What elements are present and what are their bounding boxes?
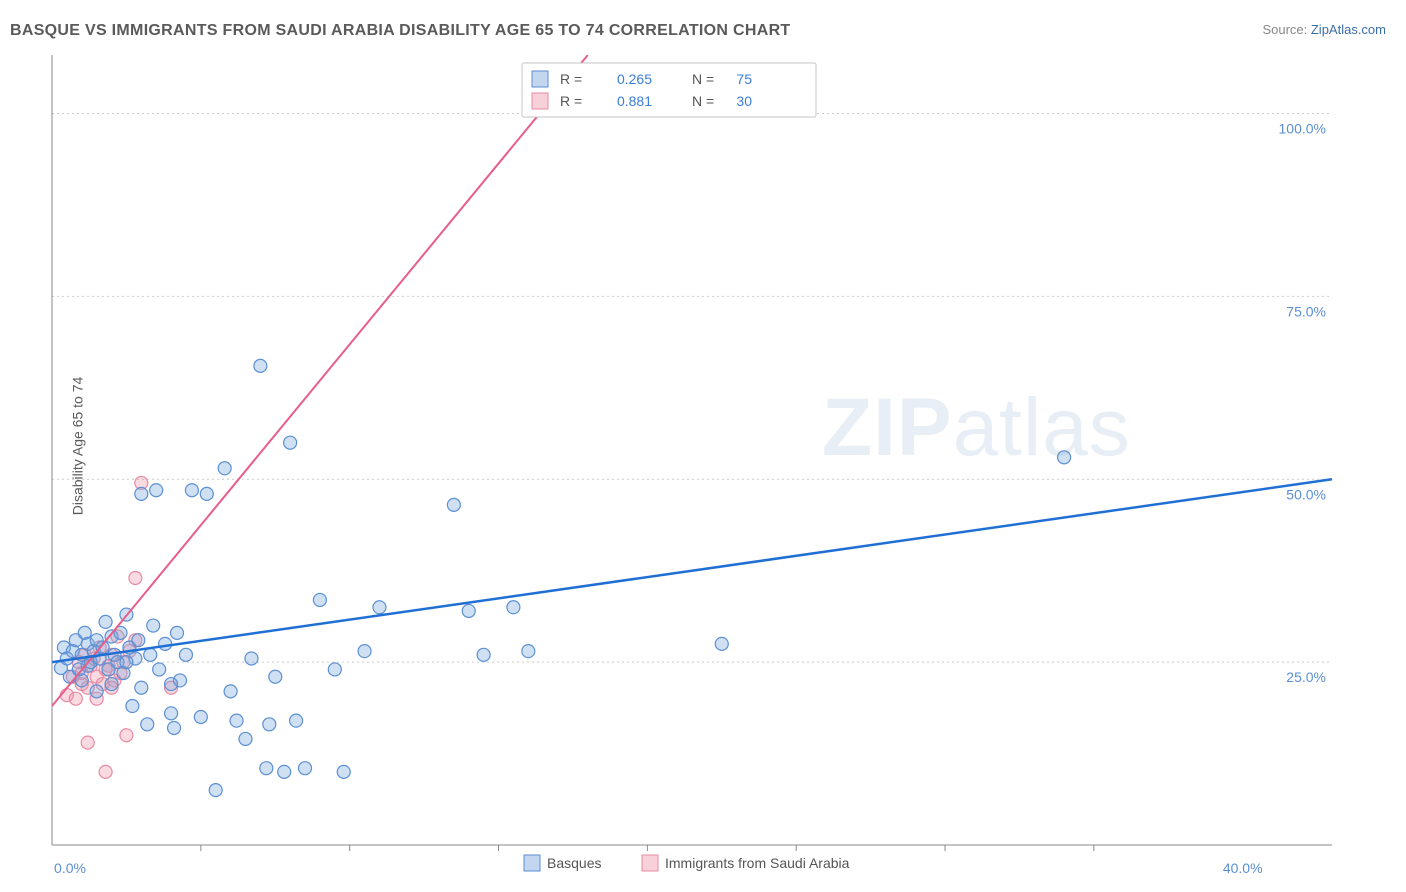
source-attribution: Source: ZipAtlas.com	[1262, 22, 1386, 37]
plot-area: ZIPatlas 25.0% 50.0% 75.0% 100.0%	[52, 55, 1332, 845]
stats-r-value-2: 0.881	[617, 93, 652, 109]
stats-box: R = 0.265 N = 75 R = 0.881 N = 30	[522, 63, 816, 117]
x-tick-label-0: 0.0%	[54, 860, 86, 876]
x-tick-label-40: 40.0%	[1223, 860, 1263, 876]
stats-n-value-2: 30	[736, 93, 752, 109]
legend-swatch-2	[642, 855, 658, 871]
stats-r-label-1: R =	[560, 71, 582, 87]
trend-line-series1	[52, 479, 1332, 662]
svg-text:100.0%: 100.0%	[1279, 121, 1326, 137]
y-ticks: 25.0% 50.0% 75.0% 100.0%	[1279, 121, 1326, 686]
legend-label-2: Immigrants from Saudi Arabia	[665, 855, 850, 871]
svg-text:50.0%: 50.0%	[1286, 486, 1326, 502]
plot-svg: ZIPatlas 25.0% 50.0% 75.0% 100.0%	[52, 55, 1332, 845]
source-link[interactable]: ZipAtlas.com	[1311, 22, 1386, 37]
chart-container: BASQUE VS IMMIGRANTS FROM SAUDI ARABIA D…	[0, 0, 1406, 892]
bottom-legend: Basques Immigrants from Saudi Arabia	[524, 855, 850, 871]
svg-text:75.0%: 75.0%	[1286, 303, 1326, 319]
source-label: Source:	[1262, 22, 1310, 37]
stats-n-label-1: N =	[692, 71, 714, 87]
stats-r-label-2: R =	[560, 93, 582, 109]
chart-title: BASQUE VS IMMIGRANTS FROM SAUDI ARABIA D…	[10, 22, 791, 40]
stats-swatch-2	[532, 93, 548, 109]
legend-swatch-1	[524, 855, 540, 871]
stats-swatch-1	[532, 71, 548, 87]
gridlines	[52, 114, 1332, 663]
legend-label-1: Basques	[547, 855, 601, 871]
watermark: ZIPatlas	[822, 382, 1131, 473]
stats-r-value-1: 0.265	[617, 71, 652, 87]
stats-n-value-1: 75	[736, 71, 752, 87]
x-ticks	[201, 845, 1094, 851]
svg-text:25.0%: 25.0%	[1286, 669, 1326, 685]
stats-n-label-2: N =	[692, 93, 714, 109]
